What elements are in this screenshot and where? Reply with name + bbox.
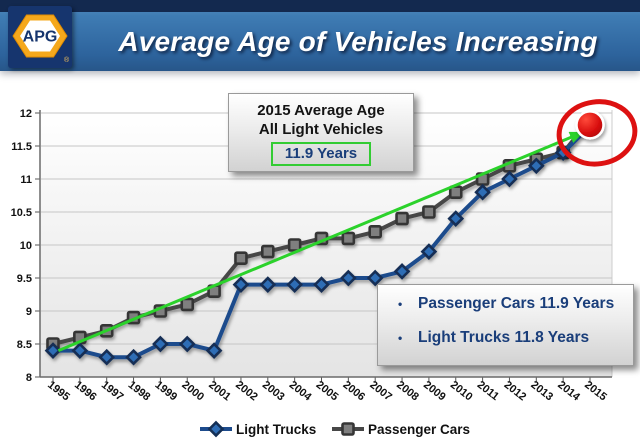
diamond-marker	[447, 210, 465, 227]
x-axis-label: 2013	[528, 379, 555, 404]
square-marker	[287, 238, 302, 252]
highlight-circle	[556, 99, 638, 167]
callout-line2: All Light Vehicles	[258, 121, 384, 138]
x-axis-label: 2008	[394, 379, 421, 404]
apg-logo: APG ®	[8, 6, 72, 68]
series-light-trucks	[44, 117, 599, 366]
bullet-icon: •	[398, 297, 403, 311]
x-axis-label: 2001	[206, 379, 233, 404]
x-axis-label: 2010	[448, 379, 475, 404]
callout-2015-average-age: 2015 Average Age All Light Vehicles 11.9…	[228, 93, 414, 172]
legend-item-passenger-cars: Passenger Cars	[332, 422, 470, 437]
x-axis-label: 2015	[582, 379, 609, 404]
x-axis-label: 2014	[555, 379, 582, 404]
trend-arrow	[57, 131, 584, 352]
diamond-marker	[207, 420, 225, 438]
diamond-marker	[286, 276, 303, 293]
x-axis-label: 1998	[126, 379, 153, 404]
x-axis-label: 2009	[421, 379, 448, 404]
diamond-marker	[340, 269, 357, 287]
y-axis-label: 8.5	[17, 339, 32, 351]
legend-label: Light Trucks	[236, 422, 316, 437]
bullet-icon: •	[398, 331, 403, 345]
callout-line1: 2015 Average Age	[257, 102, 385, 119]
x-axis-label: 2011	[475, 379, 501, 403]
summary-row-light-trucks: • Light Trucks 11.8 Years	[398, 329, 633, 363]
square-marker	[422, 205, 436, 219]
square-marker	[395, 211, 409, 226]
x-axis-label: 1997	[99, 379, 126, 404]
y-axis-label: 12	[20, 108, 32, 120]
y-axis-label: 8	[26, 372, 32, 384]
summary-light-trucks-text: Light Trucks 11.8 Years	[418, 329, 590, 346]
diamond-marker	[366, 269, 384, 287]
highlight-dot	[575, 110, 605, 140]
summary-row-passenger-cars: • Passenger Cars 11.9 Years	[398, 295, 633, 329]
apg-logo-text: APG	[23, 29, 58, 46]
diamond-marker	[313, 276, 330, 293]
summary-box: • Passenger Cars 11.9 Years • Light Truc…	[377, 284, 634, 366]
diamond-marker	[98, 348, 116, 366]
y-axis-label: 10.5	[11, 207, 32, 219]
y-axis-label: 9	[26, 306, 32, 318]
header-top-strip	[0, 0, 640, 12]
x-axis-label: 1995	[45, 379, 72, 404]
x-axis-label: 2002	[233, 379, 260, 404]
diamond-marker	[178, 335, 196, 353]
square-marker	[341, 422, 355, 436]
diamond-marker	[232, 276, 250, 293]
y-axis-label: 9.5	[17, 273, 32, 285]
y-axis-label: 10	[20, 240, 32, 252]
x-axis-label: 1999	[153, 379, 180, 404]
slide-title: Average Age of Vehicles Increasing	[118, 25, 598, 57]
legend-item-light-trucks: Light Trucks	[200, 420, 316, 438]
square-marker	[341, 231, 356, 246]
square-marker	[180, 297, 195, 312]
slide-header: APG ® Average Age of Vehicles Increasing	[0, 0, 640, 71]
registered-trademark: ®	[64, 56, 70, 64]
x-axis-label: 2007	[367, 379, 394, 404]
y-axis-label: 11	[20, 174, 32, 186]
diamond-marker	[420, 243, 438, 260]
diamond-marker	[501, 170, 518, 188]
callout-highlight-value: 11.9 Years	[270, 142, 372, 166]
square-marker	[368, 225, 383, 239]
summary-passenger-cars-text: Passenger Cars 11.9 Years	[418, 295, 615, 312]
x-axis-label: 2005	[314, 379, 341, 404]
diamond-marker	[474, 183, 491, 201]
y-axis-label: 11.5	[11, 141, 32, 153]
legend-label: Passenger Cars	[368, 422, 470, 437]
diamond-marker	[71, 342, 89, 359]
x-axis-label: 2004	[287, 379, 314, 404]
apg-logo-icon: APG ®	[12, 14, 70, 64]
diamond-marker	[152, 335, 169, 353]
diamond-marker	[205, 342, 223, 359]
x-axis-label: 2000	[179, 379, 206, 404]
square-marker	[260, 244, 275, 259]
x-axis-label: 2006	[341, 379, 368, 404]
diamond-marker	[259, 276, 277, 293]
x-axis-label: 1996	[72, 379, 99, 404]
x-axis-label: 2012	[502, 379, 529, 404]
x-axis-label: 2003	[260, 379, 287, 404]
diamond-marker	[527, 157, 545, 175]
square-marker	[234, 251, 248, 265]
diamond-marker	[125, 348, 142, 366]
diamond-marker	[393, 263, 411, 280]
diamond-marker	[44, 342, 62, 359]
